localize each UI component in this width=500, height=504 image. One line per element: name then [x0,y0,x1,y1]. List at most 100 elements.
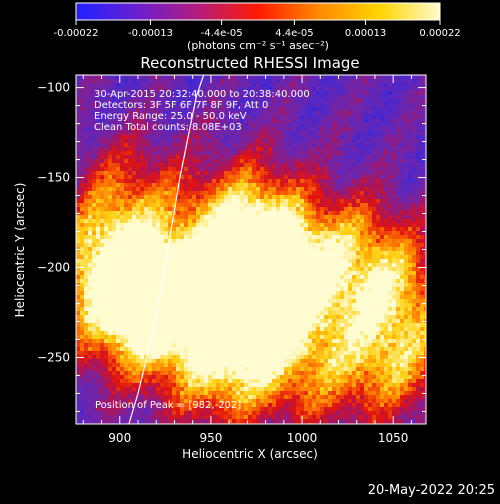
heatmap-cell [388,191,392,195]
heatmap-cell [192,279,196,283]
heatmap-cell [132,175,136,179]
heatmap-cell [132,199,136,203]
heatmap-cell [256,279,260,283]
heatmap-cell [376,123,380,127]
heatmap-cell [148,243,152,247]
heatmap-cell [224,227,228,231]
heatmap-cell [92,279,96,283]
heatmap-cell [232,239,236,243]
heatmap-cell [76,191,80,195]
heatmap-cell [404,251,408,255]
heatmap-cell [400,75,404,79]
heatmap-cell [396,99,400,103]
heatmap-cell [76,131,80,135]
heatmap-cell [332,243,336,247]
heatmap-cell [244,171,248,175]
heatmap-cell [340,271,344,275]
heatmap-cell [336,287,340,291]
heatmap-cell [272,143,276,147]
heatmap-cell [336,215,340,219]
heatmap-cell [380,95,384,99]
heatmap-cell [164,191,168,195]
heatmap-cell [260,199,264,203]
heatmap-cell [120,163,124,167]
heatmap-cell [376,287,380,291]
heatmap-cell [276,295,280,299]
heatmap-cell [196,195,200,199]
heatmap-cell [200,219,204,223]
heatmap-cell [100,199,104,203]
heatmap-cell [84,211,88,215]
heatmap-cell [348,235,352,239]
heatmap-cell [92,83,96,87]
heatmap-cell [372,247,376,251]
heatmap-cell [92,167,96,171]
heatmap-cell [300,239,304,243]
heatmap-cell [244,163,248,167]
heatmap-cell [176,159,180,163]
heatmap-cell [400,119,404,123]
heatmap-cell [76,275,80,279]
heatmap-cell [144,291,148,295]
heatmap-cell [124,203,128,207]
heatmap-cell [140,175,144,179]
heatmap-cell [336,203,340,207]
heatmap-cell [348,119,352,123]
heatmap-cell [324,215,328,219]
heatmap-cell [240,247,244,251]
heatmap-cell [348,87,352,91]
heatmap-cell [260,147,264,151]
heatmap-cell [348,103,352,107]
heatmap-cell [396,211,400,215]
heatmap-cell [384,279,388,283]
heatmap-cell [356,183,360,187]
heatmap-cell [120,215,124,219]
heatmap-cell [204,215,208,219]
heatmap-cell [212,171,216,175]
heatmap-cell [80,211,84,215]
heatmap-cell [344,151,348,155]
heatmap-cell [420,287,424,291]
heatmap-cell [392,183,396,187]
heatmap-cell [288,159,292,163]
heatmap-cell [232,183,236,187]
heatmap-cell [140,207,144,211]
heatmap-cell [120,219,124,223]
heatmap-cell [164,83,168,87]
heatmap-cell [232,223,236,227]
heatmap-cell [260,127,264,131]
heatmap-cell [208,271,212,275]
heatmap-cell [388,95,392,99]
heatmap-cell [264,183,268,187]
heatmap-cell [284,111,288,115]
heatmap-cell [392,87,396,91]
heatmap-cell [348,267,352,271]
heatmap-cell [120,271,124,275]
heatmap-cell [248,231,252,235]
heatmap-cell [248,139,252,143]
heatmap-cell [332,219,336,223]
heatmap-cell [236,223,240,227]
heatmap-cell [408,139,412,143]
heatmap-cell [340,179,344,183]
heatmap-cell [208,191,212,195]
heatmap-cell [372,191,376,195]
heatmap-cell [248,111,252,115]
heatmap-cell [256,151,260,155]
heatmap-cell [184,159,188,163]
heatmap-cell [80,127,84,131]
heatmap-cell [204,263,208,267]
heatmap-cell [412,131,416,135]
heatmap-cell [112,207,116,211]
heatmap-cell [104,175,108,179]
heatmap-cell [404,211,408,215]
heatmap-cell [136,295,140,299]
heatmap-cell [260,203,264,207]
heatmap-cell [392,123,396,127]
heatmap-cell [260,115,264,119]
heatmap-cell [360,99,364,103]
heatmap-cell [348,151,352,155]
heatmap-cell [140,151,144,155]
heatmap-cell [300,151,304,155]
heatmap-cell [256,259,260,263]
